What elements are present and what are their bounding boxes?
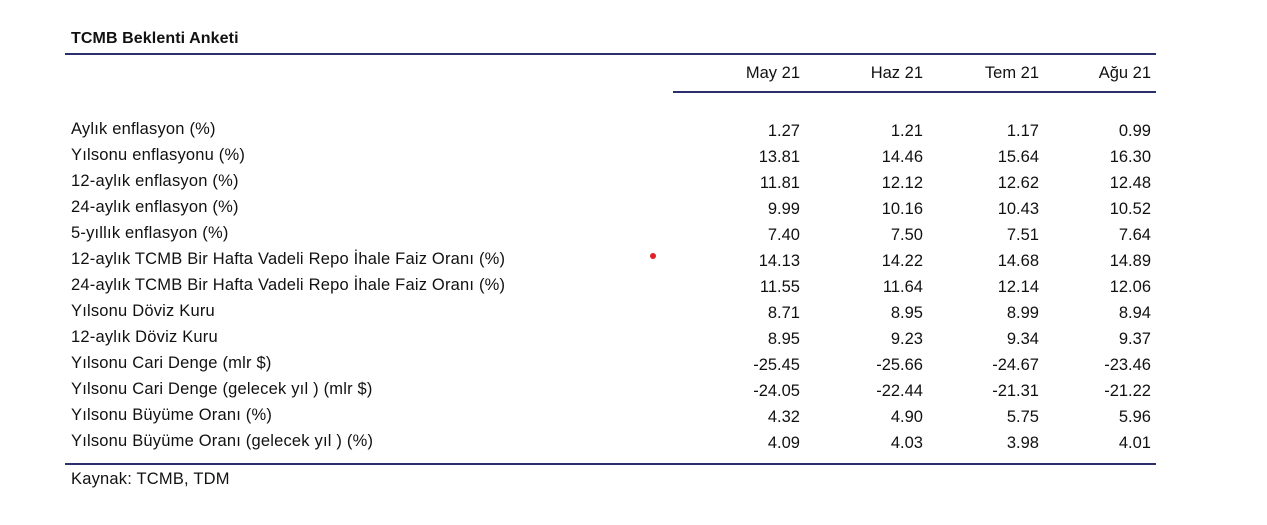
cell-tem: 3.98 (1006, 434, 1039, 452)
table-row: Yılsonu Büyüme Oranı (gelecek yıl ) (%) … (0, 432, 1267, 458)
row-label: 24-aylık TCMB Bir Hafta Vadeli Repo İhal… (71, 276, 506, 294)
cell-tem: 9.34 (1006, 330, 1039, 348)
cell-tem: 8.99 (1006, 304, 1039, 322)
cell-haz: 12.12 (881, 174, 923, 192)
red-dot-marker (650, 253, 656, 259)
bottom-rule (65, 463, 1156, 465)
cell-tem: 1.17 (1006, 122, 1039, 140)
cell-tem: 12.14 (997, 278, 1039, 296)
cell-haz: 14.46 (881, 148, 923, 166)
cell-may: 4.32 (767, 408, 800, 426)
table-row: 12-aylık TCMB Bir Hafta Vadeli Repo İhal… (0, 250, 1267, 276)
cell-tem: 10.43 (997, 200, 1039, 218)
cell-agu: 14.89 (1109, 252, 1151, 270)
cell-may: 8.71 (767, 304, 800, 322)
cell-agu: 12.06 (1109, 278, 1151, 296)
column-header-1: May 21 (745, 64, 800, 82)
cell-agu: 0.99 (1118, 122, 1151, 140)
cell-agu: -21.22 (1104, 382, 1151, 400)
row-label: 5-yıllık enflasyon (%) (71, 224, 229, 242)
cell-agu: 16.30 (1109, 148, 1151, 166)
cell-tem: 12.62 (997, 174, 1039, 192)
table-row: Aylık enflasyon (%) 1.27 1.21 1.17 0.99 (0, 120, 1267, 146)
cell-agu: 7.64 (1118, 226, 1151, 244)
column-header-4: Ağu 21 (1098, 64, 1151, 82)
row-label: Yılsonu enflasyonu (%) (71, 146, 246, 164)
cell-haz: 4.90 (890, 408, 923, 426)
cell-haz: -25.66 (876, 356, 923, 374)
cell-may: -25.45 (753, 356, 800, 374)
cell-haz: 1.21 (890, 122, 923, 140)
cell-tem: 5.75 (1006, 408, 1039, 426)
cell-may: 11.55 (759, 278, 800, 296)
table-row: 5-yıllık enflasyon (%) 7.40 7.50 7.51 7.… (0, 224, 1267, 250)
source-note: Kaynak: TCMB, TDM (71, 470, 230, 488)
row-label: 12-aylık Döviz Kuru (71, 328, 218, 346)
table-row: 12-aylık Döviz Kuru 8.95 9.23 9.34 9.37 (0, 328, 1267, 354)
cell-may: 4.09 (767, 434, 800, 452)
cell-haz: 11.64 (882, 278, 923, 296)
cell-may: 7.40 (767, 226, 800, 244)
cell-haz: -22.44 (876, 382, 923, 400)
cell-haz: 4.03 (890, 434, 923, 452)
column-header-2: Haz 21 (870, 64, 923, 82)
cell-may: 11.81 (759, 174, 800, 192)
header-rule (673, 91, 1156, 93)
table-row: Yılsonu Büyüme Oranı (%) 4.32 4.90 5.75 … (0, 406, 1267, 432)
table-row: 12-aylık enflasyon (%) 11.81 12.12 12.62… (0, 172, 1267, 198)
column-header-3: Tem 21 (984, 64, 1039, 82)
cell-may: 14.13 (758, 252, 800, 270)
cell-agu: 4.01 (1118, 434, 1151, 452)
row-label: 24-aylık enflasyon (%) (71, 198, 239, 216)
top-rule (65, 53, 1156, 55)
table-row: Yılsonu Cari Denge (mlr $) -25.45 -25.66… (0, 354, 1267, 380)
table-row: 24-aylık enflasyon (%) 9.99 10.16 10.43 … (0, 198, 1267, 224)
cell-haz: 14.22 (881, 252, 923, 270)
cell-tem: 14.68 (997, 252, 1039, 270)
cell-may: -24.05 (753, 382, 800, 400)
cell-agu: 8.94 (1118, 304, 1151, 322)
table-title: TCMB Beklenti Anketi (71, 30, 239, 47)
table-row: Yılsonu enflasyonu (%) 13.81 14.46 15.64… (0, 146, 1267, 172)
table-row: 24-aylık TCMB Bir Hafta Vadeli Repo İhal… (0, 276, 1267, 302)
table-row: Yılsonu Döviz Kuru 8.71 8.95 8.99 8.94 (0, 302, 1267, 328)
row-label: Yılsonu Büyüme Oranı (gelecek yıl ) (%) (71, 432, 374, 450)
row-label: Yılsonu Döviz Kuru (71, 302, 215, 320)
cell-haz: 7.50 (890, 226, 923, 244)
cell-may: 8.95 (767, 330, 800, 348)
cell-agu: -23.46 (1104, 356, 1151, 374)
cell-agu: 10.52 (1109, 200, 1151, 218)
cell-haz: 9.23 (890, 330, 923, 348)
cell-tem: 15.64 (997, 148, 1039, 166)
row-label: Aylık enflasyon (%) (71, 120, 216, 138)
row-label: Yılsonu Cari Denge (mlr $) (71, 354, 272, 372)
cell-may: 1.27 (767, 122, 800, 140)
row-label: 12-aylık enflasyon (%) (71, 172, 239, 190)
row-label: Yılsonu Cari Denge (gelecek yıl ) (mlr $… (71, 380, 373, 398)
cell-may: 9.99 (767, 200, 800, 218)
cell-agu: 5.96 (1118, 408, 1151, 426)
cell-haz: 8.95 (890, 304, 923, 322)
cell-may: 13.81 (758, 148, 800, 166)
cell-agu: 9.37 (1118, 330, 1151, 348)
cell-tem: 7.51 (1006, 226, 1039, 244)
cell-tem: -21.31 (992, 382, 1039, 400)
table-row: Yılsonu Cari Denge (gelecek yıl ) (mlr $… (0, 380, 1267, 406)
cell-agu: 12.48 (1109, 174, 1151, 192)
row-label: Yılsonu Büyüme Oranı (%) (71, 406, 273, 424)
row-label: 12-aylık TCMB Bir Hafta Vadeli Repo İhal… (71, 250, 506, 268)
cell-tem: -24.67 (992, 356, 1039, 374)
cell-haz: 10.16 (881, 200, 923, 218)
